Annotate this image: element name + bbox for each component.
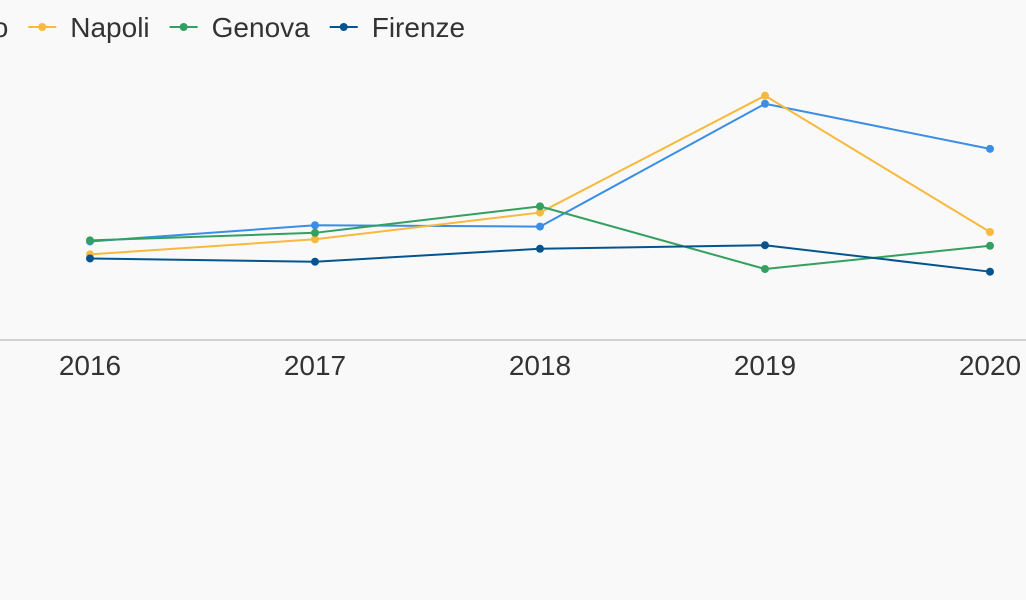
- x-tick-label-2018: 2018: [509, 350, 571, 381]
- data-point-torino-2017[interactable]: [311, 221, 319, 230]
- data-point-napoli-2020[interactable]: [986, 228, 994, 236]
- legend-item-torino[interactable]: Torino: [0, 12, 8, 43]
- legend-swatch-marker: [339, 23, 348, 31]
- legend-item-napoli[interactable]: Napoli: [28, 12, 150, 43]
- legend: Torino Napoli Genova Firenze: [0, 12, 465, 43]
- x-tick-label-2019: 2019: [734, 350, 796, 381]
- x-axis: 2016 2017 2018 2019 2020: [0, 339, 1026, 381]
- data-point-firenze-2019[interactable]: [761, 241, 769, 250]
- data-point-genova-2020[interactable]: [986, 241, 994, 250]
- series-layer: [86, 91, 994, 276]
- series-line-torino: [89, 102, 991, 243]
- x-tick-label-2016: 2016: [59, 350, 121, 381]
- data-point-genova-2019[interactable]: [761, 264, 769, 273]
- data-point-torino-2018[interactable]: [536, 222, 544, 231]
- data-point-napoli-2018[interactable]: [536, 208, 544, 217]
- legend-label-genova: Genova: [212, 12, 310, 43]
- data-point-firenze-2018[interactable]: [536, 244, 544, 253]
- legend-label-torino: Torino: [0, 12, 8, 43]
- legend-item-firenze[interactable]: Firenze: [329, 12, 465, 43]
- data-point-napoli-2017[interactable]: [311, 235, 319, 244]
- data-point-genova-2018[interactable]: [536, 202, 544, 211]
- data-point-genova-2017[interactable]: [311, 228, 319, 237]
- series-napoli: [86, 91, 994, 259]
- series-firenze: [86, 241, 994, 276]
- series-torino: [86, 99, 994, 246]
- legend-swatch-marker: [179, 23, 188, 31]
- data-point-napoli-2019[interactable]: [761, 91, 769, 100]
- x-tick-label-2017: 2017: [284, 350, 346, 381]
- legend-label-firenze: Firenze: [372, 12, 465, 43]
- x-tick-label-2020: 2020: [959, 350, 1021, 381]
- legend-label-napoli: Napoli: [70, 12, 149, 43]
- data-point-firenze-2020[interactable]: [986, 267, 994, 276]
- legend-swatch-marker: [38, 23, 47, 31]
- data-point-genova-2016[interactable]: [86, 236, 94, 245]
- data-point-firenze-2017[interactable]: [311, 257, 319, 266]
- legend-item-genova[interactable]: Genova: [169, 12, 310, 43]
- data-point-torino-2019[interactable]: [761, 99, 769, 108]
- data-point-firenze-2016[interactable]: [86, 254, 94, 263]
- data-point-torino-2020[interactable]: [986, 144, 994, 153]
- series-genova: [86, 202, 994, 273]
